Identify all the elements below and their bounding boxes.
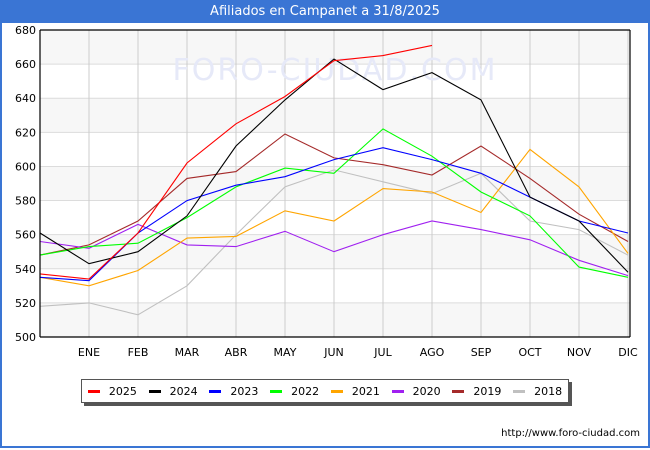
legend-label: 2023 (230, 384, 259, 398)
x-tick-label: OCT (518, 346, 541, 359)
x-tick-label: JUL (373, 346, 392, 359)
x-tick-label: AGO (420, 346, 445, 359)
series-line-2020 (39, 220, 629, 277)
legend-label: 2021 (351, 384, 380, 398)
x-tick-label: NOV (567, 346, 592, 359)
legend-label: 2020 (412, 384, 441, 398)
source-url[interactable]: http://www.foro-ciudad.com (501, 428, 640, 439)
watermark: FORO-CIUDAD.COM (173, 53, 498, 88)
y-tick-label: 680 (15, 24, 36, 37)
legend-item-2024: 2024 (148, 384, 198, 398)
series-line-2018 (39, 169, 629, 316)
x-tick-label: SEP (471, 346, 492, 359)
axes (39, 29, 631, 338)
x-tick-label: ENE (78, 346, 100, 359)
y-tick-label: 640 (15, 92, 36, 105)
y-tick-label: 660 (15, 58, 36, 71)
series-lines (39, 44, 629, 316)
legend-swatch (148, 389, 161, 393)
legend-item-2020: 2020 (391, 384, 441, 398)
x-tick-label: MAY (274, 346, 297, 359)
legend-label: 2024 (169, 384, 198, 398)
y-axis-labels: 500 520 540 560 580 600 620 640 660 680 (15, 24, 36, 344)
legend-item-2021: 2021 (330, 384, 380, 398)
legend-swatch (452, 389, 465, 393)
legend-item-2018: 2018 (513, 385, 562, 398)
series-line-2019 (39, 133, 629, 256)
grid-band (40, 302, 630, 337)
y-tick-label: 520 (15, 297, 36, 310)
legend-swatch (270, 389, 283, 393)
y-tick-label: 580 (15, 195, 36, 208)
y-tick-label: 600 (15, 160, 36, 173)
series-line-2022 (39, 128, 629, 278)
legend: 2025 2024 2023 2022 2021 2020 2019 2018 (81, 379, 569, 403)
series-line-2024 (39, 58, 629, 273)
legend-item-2019: 2019 (452, 385, 501, 398)
chart-title: Afiliados en Campanet a 31/8/2025 (0, 0, 650, 23)
y-tick-label: 620 (15, 126, 36, 139)
legend-swatch (391, 389, 404, 393)
legend-label: 2018 (534, 384, 563, 398)
legend-swatch (513, 389, 526, 393)
legend-swatch (330, 389, 343, 393)
legend-label: 2025 (108, 384, 137, 398)
legend-item-2023: 2023 (209, 385, 258, 398)
legend-label: 2019 (473, 384, 502, 398)
x-tick-label: FEB (128, 346, 149, 359)
y-tick-label: 500 (15, 331, 36, 344)
legend-item-2025: 2025 (87, 384, 137, 398)
x-tick-label: JUN (323, 346, 344, 359)
series-line-2021 (39, 148, 629, 287)
legend-label: 2022 (291, 384, 320, 398)
x-tick-label: ABR (225, 346, 248, 359)
grid-band (40, 98, 630, 133)
x-tick-label: DIC (618, 346, 638, 359)
legend-item-2022: 2022 (270, 385, 319, 398)
series-line-2025 (39, 44, 433, 280)
x-axis-labels: ENE FEB MAR ABR MAY JUN JUL AGO SEP OCT NOV DIC (78, 346, 638, 359)
legend-swatch (209, 389, 222, 393)
legend-swatch (87, 389, 100, 393)
x-tick-label: MAR (175, 346, 200, 359)
y-tick-label: 560 (15, 229, 36, 242)
grid-band (40, 166, 630, 201)
y-tick-label: 540 (15, 263, 36, 276)
